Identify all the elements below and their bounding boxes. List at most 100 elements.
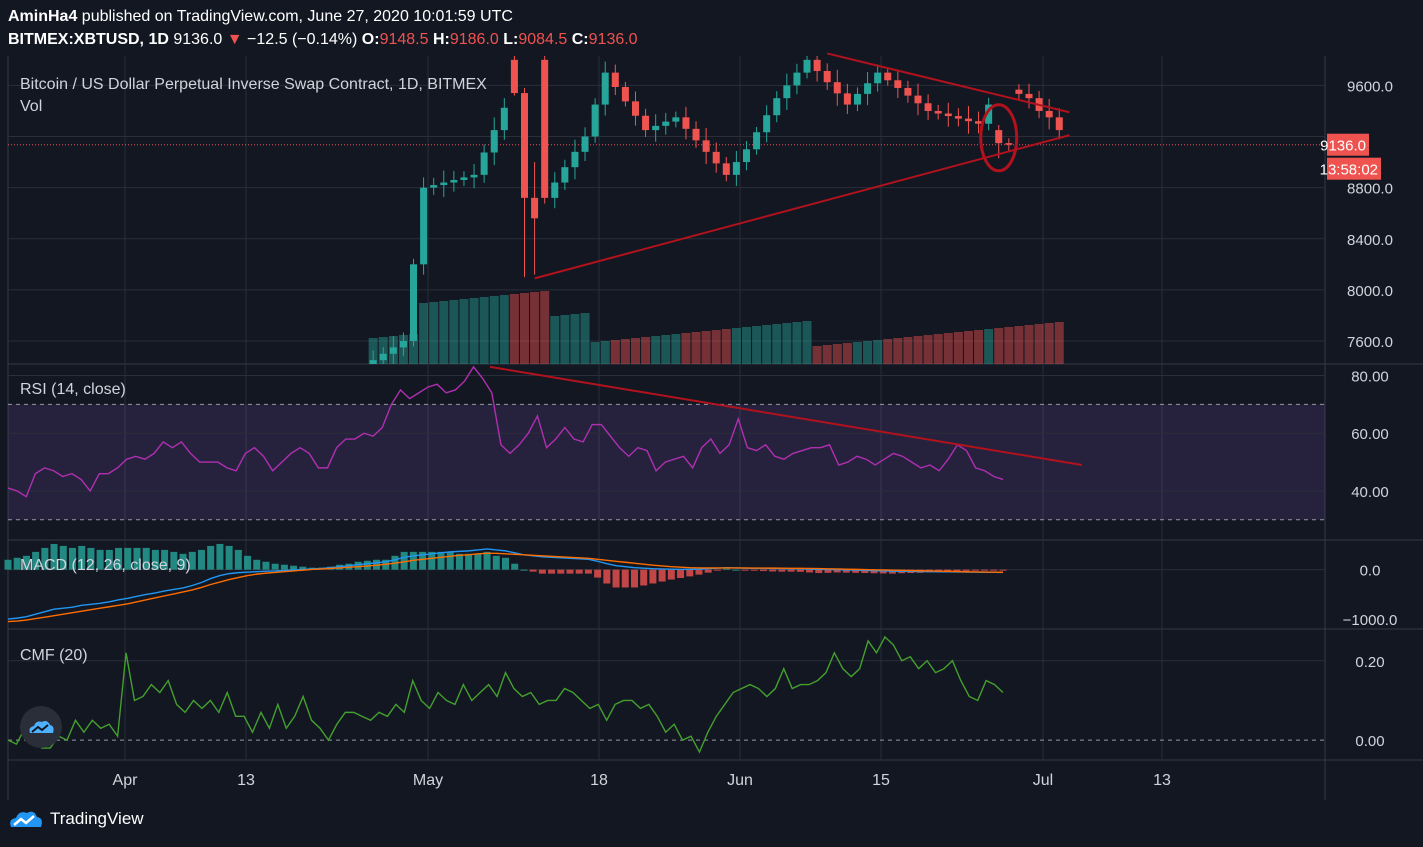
tradingview-logo[interactable]: TradingView [8,808,144,830]
macd-histogram-bar [419,551,427,570]
candle-body [995,130,1003,144]
volume-bar [883,339,893,364]
volume-bar [863,341,873,364]
macd-histogram-bar [59,545,67,570]
resistance-trendline [826,52,1070,114]
countdown-tag [1327,157,1381,180]
macd-histogram-bar [962,569,970,571]
macd-histogram-bar [529,569,537,572]
volume-bar [812,346,822,364]
candle-body [1045,110,1053,118]
brand-name: TradingView [50,809,144,828]
candle-body [369,360,377,364]
macd-histogram-bar [115,547,123,570]
macd-histogram-bar [557,569,565,574]
main-pane-title: Bitcoin / US Dollar Perpetual Inverse Sw… [20,76,487,93]
macd-title: MACD (12, 26, close, 9) [20,557,191,574]
candle-body [783,85,791,99]
macd-histogram-bar [723,568,731,570]
grid-lines [7,56,1423,800]
price-tick-label: 8400.0 [1347,232,1393,249]
candle-body [954,116,962,119]
time-tick-label: Apr [113,772,139,789]
price-tick-label: 7600.0 [1347,334,1393,351]
volume-bar [691,332,701,364]
macd-histogram-bar [594,569,602,578]
candle-body [924,103,932,111]
candle-body [631,101,639,116]
macd-histogram-bar [971,569,979,571]
candle-body [541,59,549,198]
macd-histogram-bar [815,569,823,574]
countdown-label: 13:58:02 [1320,162,1378,179]
macd-histogram-bar [566,569,574,574]
candle-body [884,72,892,81]
macd-histogram-bar [179,553,187,570]
rsi-trendline [489,365,1083,466]
open-label: O: [361,31,380,48]
macd-histogram-bar [575,569,583,574]
macd-histogram-bar [32,551,40,570]
volume-bar [610,340,620,364]
low-label: L: [503,31,519,48]
macd-histogram-bar [465,553,473,570]
macd-histogram-bar [686,569,694,577]
candle-body [581,136,589,152]
macd-histogram-bar [271,563,279,570]
volume-bar [1044,323,1054,364]
candle-body [601,72,609,105]
volume-bar [893,338,903,364]
macd-histogram-bar [833,569,841,573]
volume-bar [1034,324,1044,364]
author-name[interactable]: AminHa4 [8,8,78,25]
candle-body [521,93,528,198]
macd-histogram-bar [142,547,150,570]
candle-body [682,117,690,129]
macd-histogram-bar [262,561,270,570]
macd-histogram-bar [538,569,546,574]
volume-bar [479,297,489,364]
macd-histogram-bar [630,569,638,588]
candle-body [1025,93,1033,99]
candle-body [510,59,518,94]
price-tick-label: 9600.0 [1347,78,1393,95]
candle-body [763,115,771,133]
volume-bar [439,301,449,364]
high-value: 9186.0 [449,31,499,48]
volume-bar [873,340,883,364]
macd-histogram-bar [667,569,675,580]
price-axes: 9600.0 8800.0 8400.0 8000.0 7600.0 9136.0 13:5… [113,78,1398,789]
volume-bar [459,299,469,364]
candle-body [531,197,539,219]
candle-body [551,182,559,198]
support-trendline [534,134,1070,280]
macd-histogram-bar [806,569,814,573]
symbol-label: BITMEX:XBTUSD, 1D [8,31,169,48]
volume-bar [520,293,529,364]
volume-bar [792,322,802,364]
candlestick-series [369,56,1063,364]
volume-bar [711,330,721,364]
candle-body [853,93,861,105]
low-value: 9084.5 [518,31,568,48]
volume-bar [802,321,812,364]
tradingview-badge[interactable] [20,706,62,748]
volume-bar [570,314,580,364]
volume-bar [974,330,984,364]
macd-histogram-bar [511,563,519,570]
volume-bar [923,335,933,364]
candle-body [389,347,397,354]
volume-bar [752,326,762,364]
trendline-drawings[interactable] [489,52,1083,466]
highlight-circle [979,103,1019,173]
candle-body [440,182,448,186]
volume-bar [590,342,600,364]
macd-histogram-bar [124,547,132,570]
candle-body [399,340,407,348]
candle-body [944,113,952,117]
volume-bar [540,291,550,364]
cmf-panel [7,635,1325,754]
candle-body [793,72,801,86]
last-price: 9136.0 [173,31,223,48]
